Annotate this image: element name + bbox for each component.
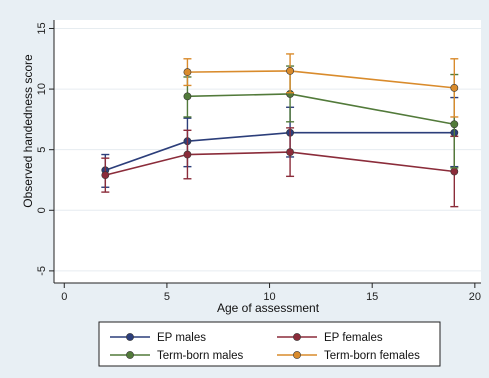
data-point [450, 120, 459, 129]
x-tick-label: 0 [61, 291, 67, 303]
data-point [286, 67, 294, 75]
data-point [450, 83, 459, 92]
series-term-born-females [183, 53, 459, 118]
y-tick-label: 5 [36, 147, 48, 153]
data-point [101, 171, 110, 180]
legend: EP males EP females Term-born males Term-bo… [110, 332, 420, 362]
legend-entry: Term-born females [277, 350, 420, 362]
y-tick-label: 10 [36, 83, 48, 95]
legend-entry: EP males [110, 332, 206, 344]
y-tick-label: -5 [36, 266, 48, 276]
y-tick-label: 15 [36, 22, 48, 34]
series-ep-females [101, 127, 459, 208]
x-tick-label: 10 [263, 291, 275, 303]
series-line [105, 131, 455, 172]
x-tick-label: 20 [469, 291, 481, 303]
legend-entry: Term-born males [110, 350, 244, 362]
x-tick-label: 15 [366, 291, 378, 303]
x-axis-title: Age of assessment [217, 301, 320, 315]
y-axis-title: Observed handedness score [21, 54, 35, 208]
y-tick-label: 0 [36, 207, 48, 213]
plot-area [54, 20, 481, 283]
series-layer [101, 53, 459, 208]
data-point [183, 150, 192, 159]
legend-label: Term-born females [324, 350, 420, 362]
legend-marker [126, 333, 134, 341]
x-tick-label: 5 [164, 291, 170, 303]
legend-box [98, 321, 441, 367]
data-point [450, 167, 459, 176]
data-point [183, 92, 192, 101]
grid-layer [54, 27, 481, 272]
legend-label: Term-born males [157, 350, 244, 362]
data-point [183, 68, 192, 77]
legend-label: EP males [157, 332, 206, 344]
series-line [105, 151, 455, 176]
legend-entry: EP females [277, 332, 383, 344]
legend-label: EP females [324, 332, 383, 344]
legend-marker [126, 351, 134, 359]
axes-layer: -5 0 5 10 15 0 5 10 15 20 [36, 20, 481, 303]
legend-marker [293, 351, 301, 359]
legend-marker [293, 333, 301, 341]
data-point [286, 148, 294, 157]
